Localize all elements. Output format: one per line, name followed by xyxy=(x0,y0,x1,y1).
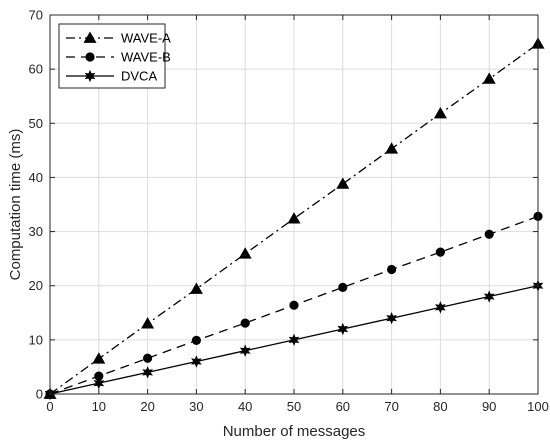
data-point xyxy=(484,229,494,239)
data-point xyxy=(433,107,447,119)
data-point xyxy=(191,335,201,345)
data-point xyxy=(483,290,495,303)
x-tick-label: 20 xyxy=(140,399,154,414)
legend-box xyxy=(58,23,166,89)
data-point xyxy=(387,264,397,275)
data-point xyxy=(288,333,300,347)
y-tick-label: 20 xyxy=(29,278,43,293)
data-point xyxy=(93,376,105,390)
legend-marker xyxy=(84,69,96,83)
legend: WAVE-A WAVE-B DVCA xyxy=(58,23,171,89)
series-wave-a xyxy=(43,37,545,399)
data-point xyxy=(435,247,445,257)
y-tick-label: 70 xyxy=(29,8,43,23)
y-tick-label: 30 xyxy=(29,224,43,239)
data-point xyxy=(143,353,153,363)
x-tick-label: 70 xyxy=(384,399,398,414)
x-tick-label: 50 xyxy=(287,399,301,414)
data-point xyxy=(238,247,252,259)
y-tick-label: 10 xyxy=(29,332,43,347)
data-point xyxy=(141,317,155,329)
data-point xyxy=(287,212,301,224)
data-point xyxy=(142,366,153,379)
series-wave-b xyxy=(45,211,543,399)
y-tick-label: 50 xyxy=(29,116,43,131)
x-tick-label: 30 xyxy=(189,399,203,414)
data-point xyxy=(338,282,348,292)
x-axis-label: Number of messages xyxy=(223,423,366,440)
data-point xyxy=(482,72,496,84)
data-point xyxy=(289,300,299,310)
data-point xyxy=(240,318,250,328)
legend-label: WAVE-A xyxy=(121,31,171,46)
data-point xyxy=(92,352,106,364)
x-tick-label: 100 xyxy=(527,399,549,414)
legend-marker xyxy=(85,52,95,62)
data-point xyxy=(239,344,251,357)
y-tick-label: 40 xyxy=(29,170,43,185)
data-point xyxy=(336,177,350,189)
legend-label: DVCA xyxy=(121,69,157,84)
x-tick-label: 90 xyxy=(482,399,496,414)
y-axis-label: Computation time (ms) xyxy=(7,129,24,281)
x-tick-label: 0 xyxy=(46,399,53,414)
ticks: 0 10 20 30 40 50 60 70 80 90 100 0 10 20 30 40 50 60 70 xyxy=(29,8,549,415)
x-tick-label: 40 xyxy=(238,399,252,414)
series-line xyxy=(49,43,539,395)
data-point xyxy=(337,322,349,336)
legend-label: WAVE-B xyxy=(121,50,171,65)
data-point xyxy=(385,142,399,154)
x-tick-label: 10 xyxy=(92,399,106,414)
data-point xyxy=(435,301,446,314)
x-tick-label: 60 xyxy=(336,399,350,414)
x-tick-label: 80 xyxy=(433,399,447,414)
y-tick-label: 60 xyxy=(29,62,43,77)
data-point xyxy=(386,312,397,325)
legend-marker xyxy=(83,31,97,43)
data-point xyxy=(191,355,202,368)
y-tick-label: 0 xyxy=(36,387,43,402)
data-point xyxy=(94,371,104,381)
data-point xyxy=(189,282,203,294)
